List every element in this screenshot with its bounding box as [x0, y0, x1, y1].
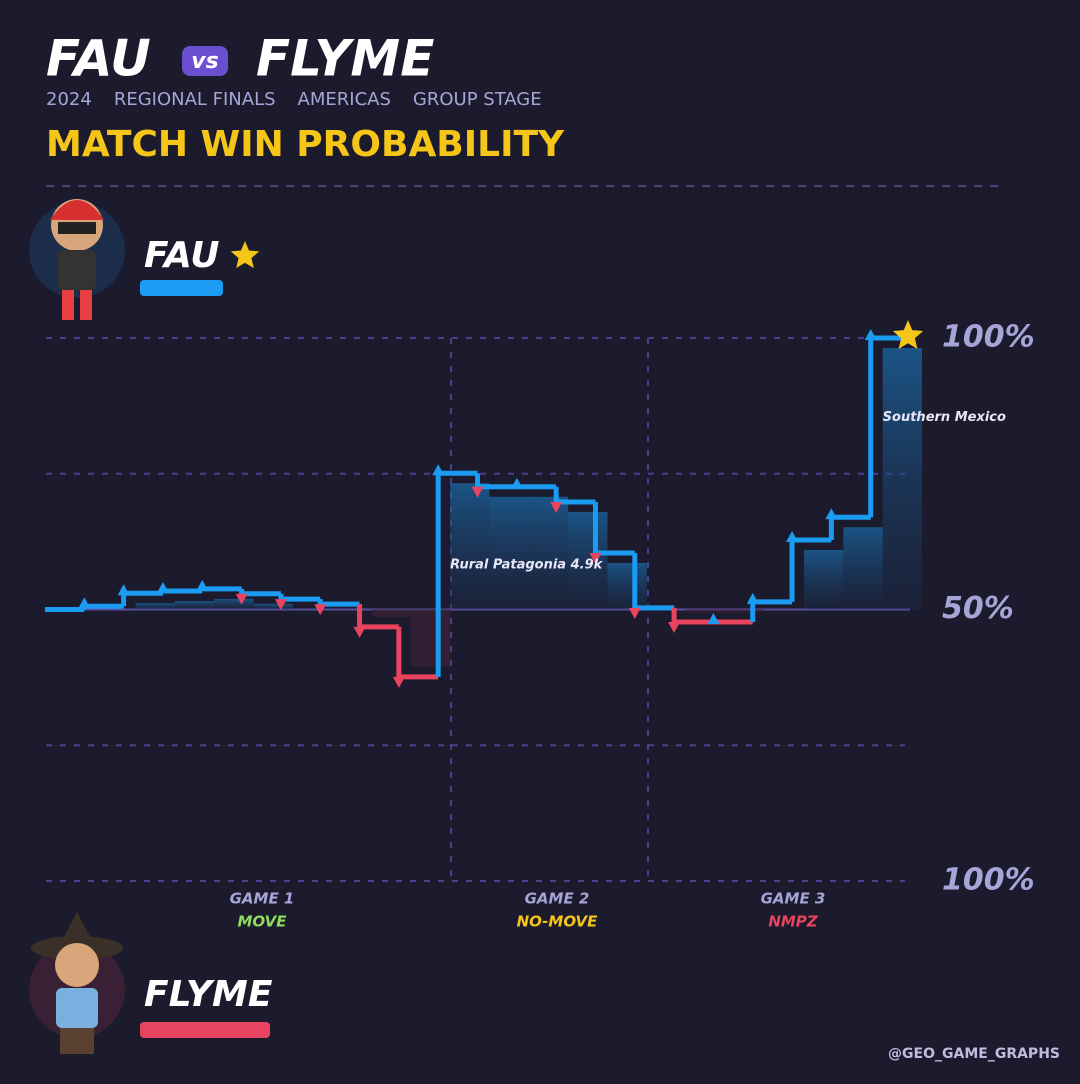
game-mode: NMPZ [768, 913, 818, 931]
player-name: FAU [144, 235, 219, 276]
game-label: GAME 2 [525, 890, 590, 908]
game-label: GAME 1 [230, 890, 295, 908]
area [725, 610, 764, 612]
annotation: Rural Patagonia 4.9k [450, 558, 603, 573]
credit: @GEO_GAME_GRAPHS [888, 1046, 1060, 1062]
subtitle-item: REGIONAL FINALS [114, 89, 276, 110]
subtitle-item: GROUP STAGE [413, 89, 542, 110]
team-left: FAU [46, 30, 151, 88]
annotation: Southern Mexico [883, 410, 1006, 425]
team-right: FLYME [256, 30, 434, 88]
subtitle-item: AMERICAS [298, 89, 391, 110]
player-name: FLYME [144, 974, 273, 1015]
player-bar [140, 280, 223, 296]
area [450, 483, 489, 609]
game-mode: NO-MOVE [517, 913, 599, 931]
vs: vs [191, 49, 218, 74]
player-bar [140, 1022, 270, 1038]
area [214, 599, 253, 610]
area [843, 527, 882, 609]
area [883, 348, 922, 610]
area [136, 603, 175, 609]
game-mode: MOVE [238, 913, 288, 931]
area [411, 610, 450, 667]
title: MATCH WIN PROBABILITY [46, 124, 565, 165]
y-tick-label: 100% [942, 320, 1035, 355]
area [804, 550, 843, 610]
area [254, 604, 293, 610]
area [529, 497, 568, 610]
area [607, 563, 646, 609]
area [490, 497, 529, 610]
subtitle-item: 2024 [46, 89, 92, 110]
area [372, 610, 411, 617]
y-tick-label: 50% [942, 591, 1014, 626]
area [686, 610, 725, 612]
game-label: GAME 3 [761, 890, 826, 908]
area [175, 601, 214, 609]
y-tick-label: 100% [942, 863, 1035, 898]
